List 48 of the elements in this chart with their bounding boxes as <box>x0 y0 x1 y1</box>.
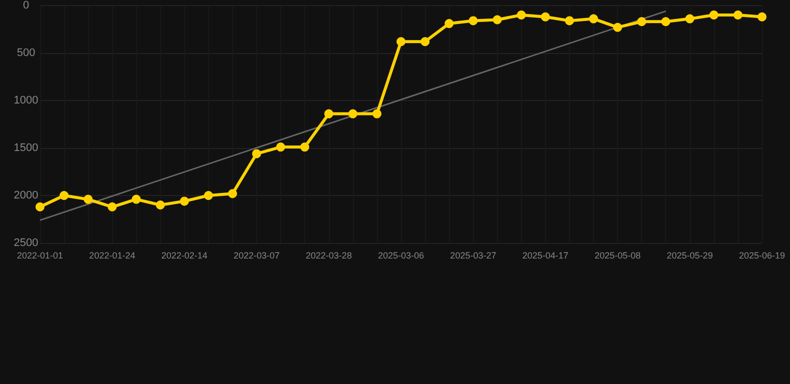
point <box>36 202 44 212</box>
x-tick-label: 2025-05-08 <box>594 250 641 260</box>
x-tick-label: 2025-06-19 <box>738 250 786 260</box>
point <box>685 14 694 24</box>
y-tick-label: 2500 <box>14 237 38 249</box>
x-tick-label: 2022-02-14 <box>161 250 208 260</box>
point <box>204 191 213 200</box>
point <box>132 194 141 204</box>
x-tick-label: 2025-04-17 <box>522 250 568 260</box>
point <box>733 10 742 20</box>
point <box>372 109 382 118</box>
point <box>613 22 622 32</box>
point <box>108 202 117 212</box>
point <box>84 194 93 204</box>
point <box>156 200 165 210</box>
point <box>348 109 358 118</box>
y-tick-label: 1000 <box>14 94 38 106</box>
x-tick-label: 2025-03-06 <box>378 250 424 260</box>
point <box>324 109 334 118</box>
point <box>444 19 454 28</box>
y-tick-label: 0 <box>22 0 30 12</box>
point <box>758 12 766 22</box>
point <box>709 10 718 20</box>
point <box>540 12 550 22</box>
point <box>661 17 670 26</box>
y-tick-label: 2000 <box>14 190 38 202</box>
point <box>492 15 502 24</box>
x-tick-label: 2022-01-24 <box>89 250 136 260</box>
point <box>420 37 430 46</box>
x-tick-label: 2022-03-07 <box>234 250 280 260</box>
x-tick-label: 2025-03-27 <box>450 250 496 260</box>
point <box>589 14 598 24</box>
x-tick-label: 2022-03-28 <box>306 250 352 260</box>
point <box>60 191 69 200</box>
point <box>180 196 189 206</box>
x-tick-label: 2022-01-01 <box>16 250 64 260</box>
point <box>300 142 310 152</box>
point <box>468 16 478 26</box>
point <box>276 142 286 152</box>
point <box>228 189 238 198</box>
point <box>564 16 574 26</box>
y-tick-label: 1500 <box>14 142 38 154</box>
point <box>252 149 262 158</box>
point <box>516 10 526 20</box>
point <box>396 37 406 46</box>
x-tick-label: 2025-05-29 <box>666 250 713 260</box>
point <box>637 17 646 26</box>
y-tick-label: 500 <box>16 47 36 59</box>
